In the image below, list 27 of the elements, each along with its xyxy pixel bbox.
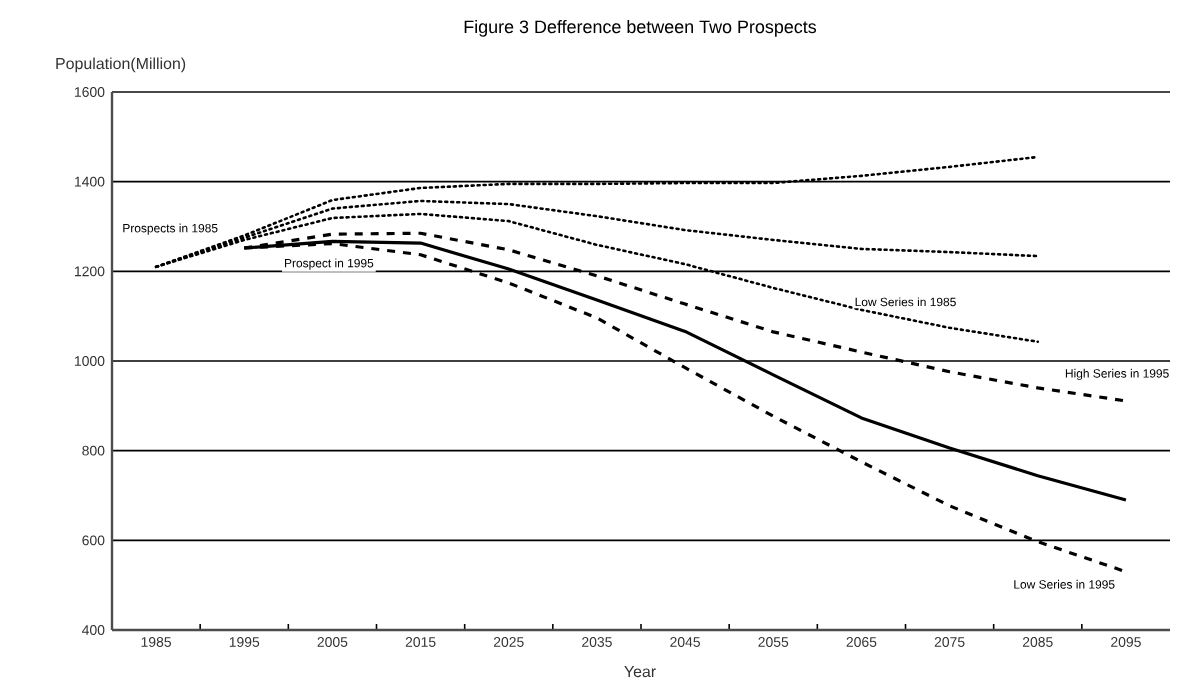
x-tick-label: 2095 [1111,637,1141,647]
chart-title: Figure 3 Defference between Two Prospects [464,20,817,37]
annotation: Low Series in 1985 [855,297,956,307]
y-tick-label: 1000 [75,356,105,367]
annotation: Low Series in 1995 [1014,579,1115,589]
x-tick-label: 2005 [317,637,348,647]
x-tick-label: 2035 [582,637,612,647]
y-tick-label: 600 [82,535,105,546]
x-tick-label: 2025 [493,637,524,647]
x-tick-label: 2055 [758,637,789,647]
y-tick-label: 400 [82,625,105,636]
x-tick-label: 2015 [405,637,436,647]
x-tick-label: 1995 [229,637,260,647]
x-axis-title: Year [624,666,656,678]
annotation: High Series in 1995 [1065,368,1169,381]
y-tick-label: 1600 [75,87,105,98]
x-tick-label: 1985 [141,637,171,647]
x-tick-label: 2065 [846,637,877,647]
y-axis-title: Population(Million) [56,57,186,73]
annotation: Prospect in 1995 [285,258,374,270]
annotation: Prospects in 1985 [123,223,218,235]
x-tick-label: 2075 [934,637,965,647]
y-tick-label: 800 [82,445,105,456]
x-tick-label: 2045 [670,637,700,647]
x-tick-label: 2085 [1022,637,1053,647]
y-tick-label: 1400 [75,176,105,187]
y-tick-label: 1200 [75,266,105,277]
